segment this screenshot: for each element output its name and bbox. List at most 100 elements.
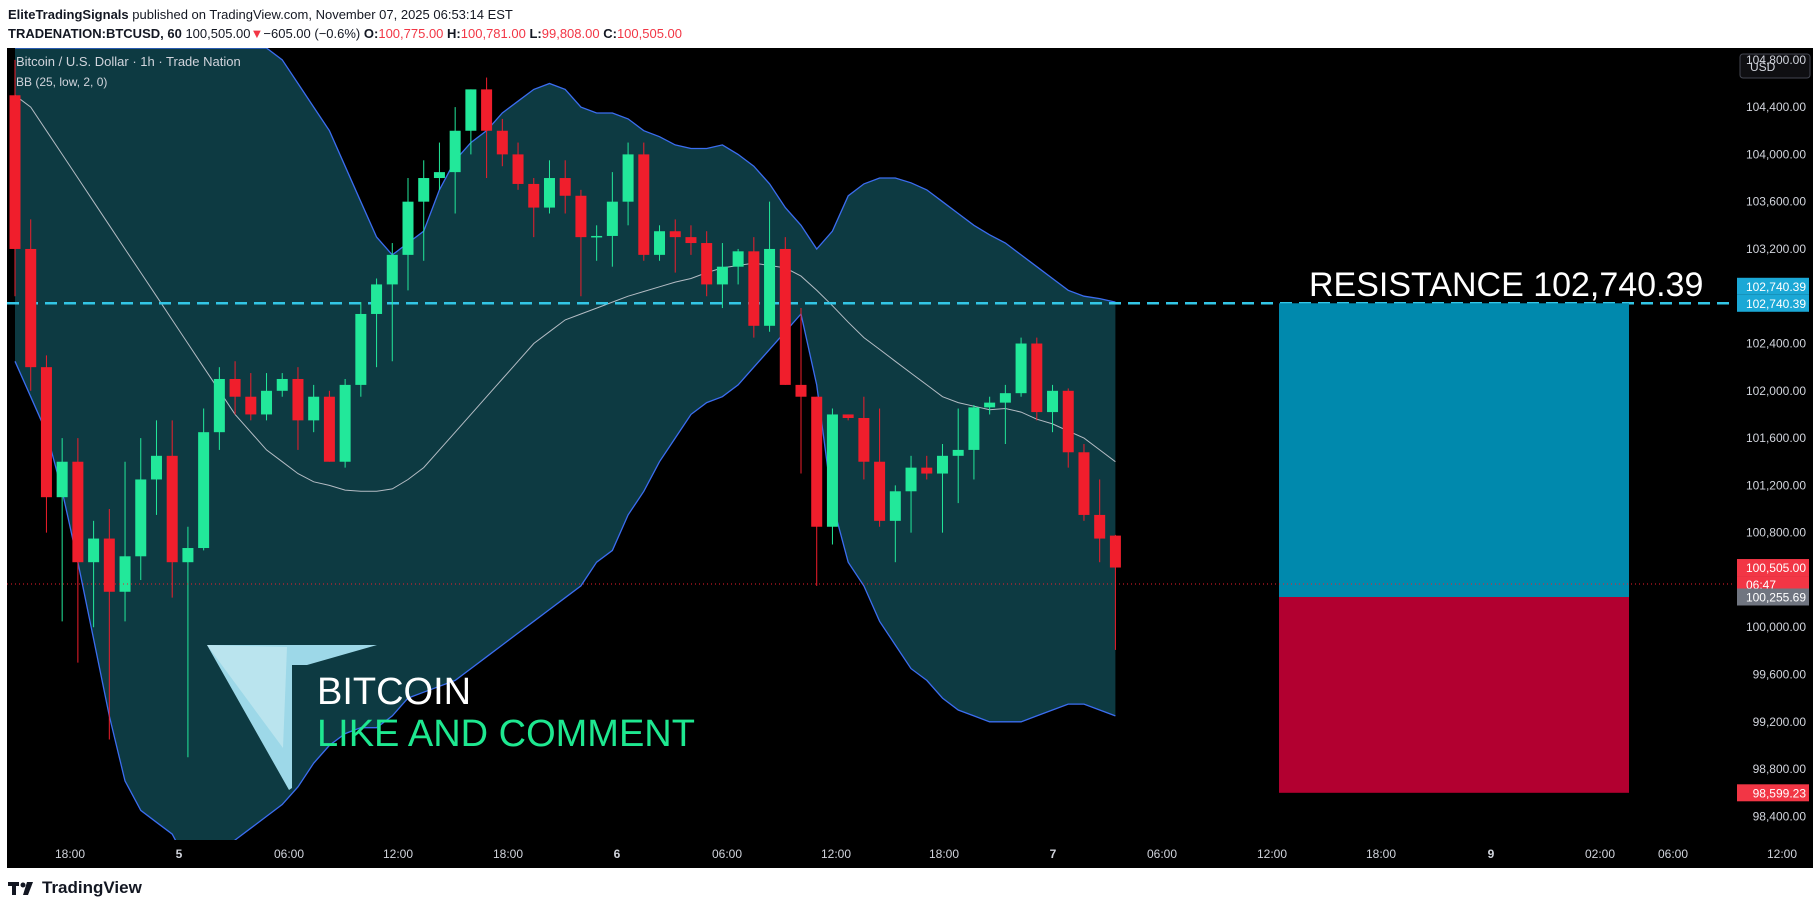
x-tick-label: 12:00 [1257,847,1287,861]
candle-body [1047,390,1059,413]
candle [968,404,980,480]
candle [779,237,791,385]
upper-band [15,48,1116,303]
candle-body [355,313,367,385]
candle [999,384,1011,444]
published-text: published on TradingView.com, November 0… [132,7,513,22]
x-tick-label: 7 [1050,847,1057,861]
candle [292,367,304,450]
candle [119,461,131,622]
candle-body [418,178,430,202]
candle [669,219,681,273]
candle-body [119,556,131,592]
footer: TradingView [0,868,1820,907]
candles [9,59,1121,758]
candle [591,225,603,261]
candle [606,172,618,267]
candle [150,420,162,515]
currency-button[interactable] [1739,53,1811,79]
position-upper-zone[interactable] [1279,303,1629,597]
candle [622,142,634,226]
candle [481,77,493,179]
symbol-label[interactable]: TRADENATION:BTCUSD, 60 [8,26,182,41]
candle [543,160,555,214]
publisher-name[interactable]: EliteTradingSignals [8,7,129,22]
x-tick-label: 5 [176,847,183,861]
candle [135,438,147,580]
position-box[interactable] [1279,303,1629,793]
pane-title[interactable]: Bitcoin / U.S. Dollar · 1h · Trade Natio… [16,54,241,69]
candle-body [40,367,52,498]
candle-body [826,414,838,527]
candle [984,396,996,415]
tradingview-logo[interactable]: TradingView [8,878,142,898]
candle [811,396,823,586]
candle-body [685,237,697,244]
candle [72,438,84,663]
candle [842,414,854,421]
candle [1078,444,1090,521]
candle [905,455,917,533]
x-tick-label: 18:00 [1366,847,1396,861]
position-lower-zone[interactable] [1279,596,1629,793]
y-tick-label: 101,600.00 [1746,431,1806,445]
y-tick-label: 102,000.00 [1746,384,1806,398]
candle-body [921,467,933,474]
current-price-tag-bg [1737,559,1809,577]
x-tick-label: 18:00 [55,847,85,861]
candle-body [135,479,147,557]
candle-body [543,178,555,208]
x-tick-label: 6 [614,847,621,861]
candle [559,160,571,214]
candle [229,361,241,415]
candle [701,231,713,297]
candle-body [465,89,477,131]
candle-body [339,384,351,462]
brand-logo-shade-icon [207,645,287,748]
close-label: C: [603,26,617,41]
last-price: 100,505.00 [185,26,251,41]
y-tick-label: 104,800.00 [1746,53,1806,67]
price-chart[interactable]: BITCOIN LIKE AND COMMENT RESISTANCE 102,… [7,48,1813,868]
candle-body [952,449,964,456]
open-value: 100,775.00 [378,26,444,41]
current-price-tag: 100,505.00 [1746,561,1806,575]
candle [88,520,100,628]
y-tick-label: 102,400.00 [1746,337,1806,351]
candle-body [905,467,917,492]
entry-price-tag: 100,255.69 [1746,590,1806,604]
candle [936,444,948,533]
candle [308,384,320,433]
candle-body [999,393,1011,403]
candle-body [213,378,225,433]
candle [25,219,37,391]
candle [1109,534,1121,650]
candle-body [795,384,807,397]
candle [732,248,744,285]
candle-body [528,183,540,208]
candle-body [638,154,650,255]
candle [433,142,445,190]
candle [496,118,508,167]
candle-body [764,248,776,326]
candle-body [323,396,335,462]
candle [261,373,273,421]
candle-body [1015,343,1027,394]
y-tick-label: 104,000.00 [1746,147,1806,161]
candle [716,243,728,309]
candle-body [779,248,791,385]
candle-body [716,266,728,285]
candle [182,526,194,758]
price-axis[interactable] [1733,48,1813,868]
candle-body [292,378,304,421]
candle [921,455,933,480]
candle-body [103,538,115,592]
candle [103,509,115,740]
indicator-label[interactable]: BB (25, low, 2, 0) [16,75,107,89]
candle-body [433,172,445,179]
time-axis[interactable] [7,840,1813,868]
candle-body [229,378,241,397]
candle [213,367,225,450]
candle-body [245,396,257,415]
candle [245,373,257,421]
